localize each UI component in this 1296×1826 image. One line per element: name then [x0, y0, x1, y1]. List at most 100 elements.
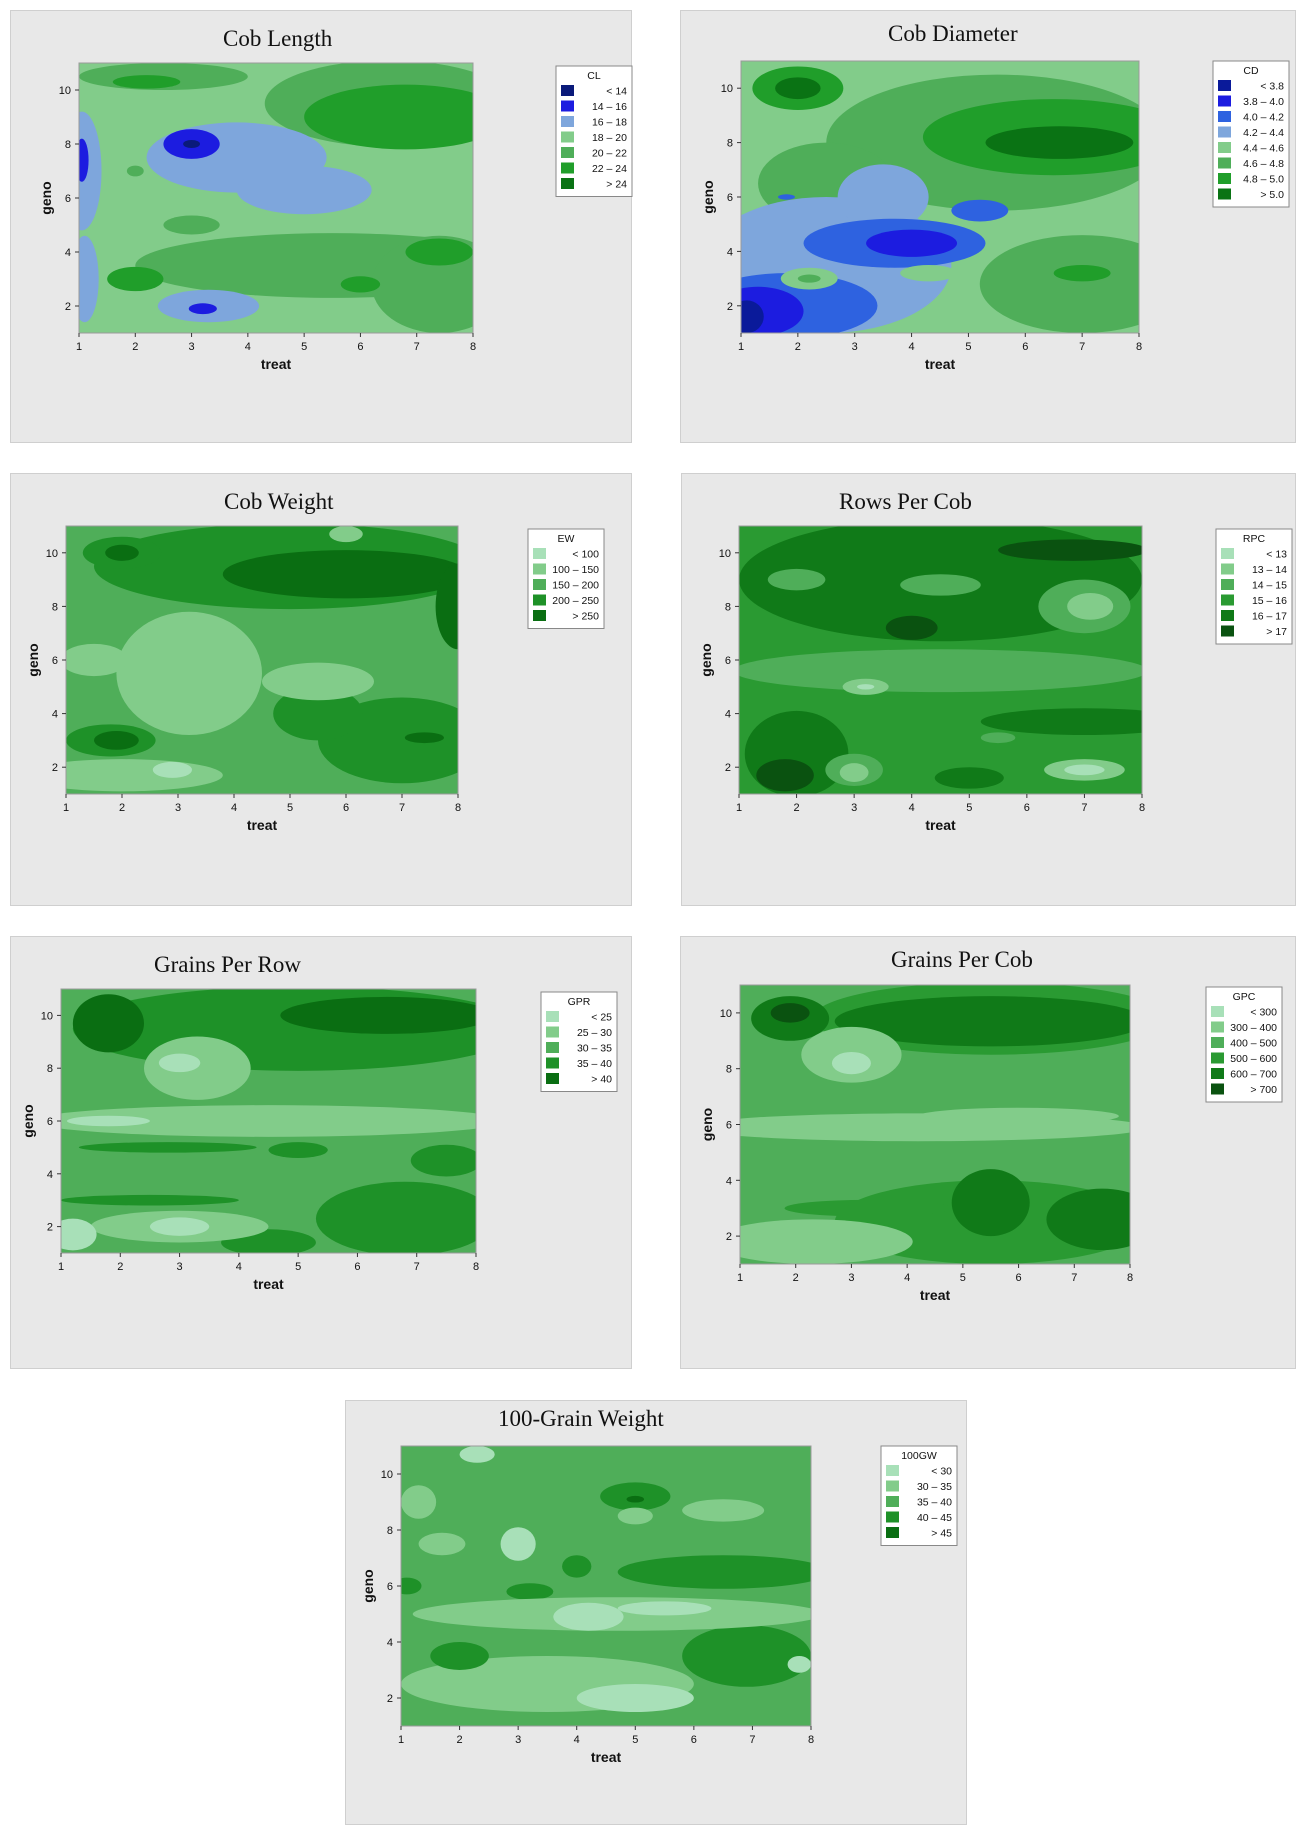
legend-label: 16 – 18	[592, 117, 627, 129]
contour-region	[951, 199, 1009, 222]
chart-title: Grains Per Cob	[891, 947, 1033, 972]
legend-swatch	[1221, 625, 1234, 637]
chart-panel-cl: Cob Length 1 2 3 4 5 6 7 8 2 4 6 8 10 treat geno CL < 14 1…	[10, 10, 633, 443]
legend-label: 40 – 45	[917, 1512, 952, 1524]
x-tick-label: 8	[473, 1261, 479, 1273]
x-tick-label: 3	[515, 1734, 521, 1746]
legend-swatch	[1218, 95, 1231, 107]
y-tick-label: 8	[52, 601, 58, 613]
chart-title: 100-Grain Weight	[498, 1406, 664, 1431]
legend-label: 150 – 200	[552, 580, 599, 592]
contour-plot-svg: Rows Per Cob 1 2 3 4 5 6 7 8 2 4 6 8 10 treat geno RPC< …	[698, 489, 1293, 833]
contour-region	[682, 1499, 765, 1522]
y-tick-label: 6	[52, 655, 58, 667]
contour-region	[617, 1601, 712, 1616]
x-tick-label: 4	[245, 341, 251, 353]
contour-region	[777, 194, 796, 200]
chart-title: Rows Per Cob	[839, 489, 972, 514]
legend-swatch	[1221, 563, 1234, 575]
legend-swatch	[561, 147, 574, 158]
x-tick-label: 4	[909, 802, 915, 814]
x-tick-label: 6	[354, 1261, 360, 1273]
legend-label: > 45	[931, 1528, 952, 1540]
legend-swatch	[533, 548, 546, 559]
legend-title: RPC	[1243, 533, 1266, 545]
x-tick-label: 2	[119, 802, 125, 814]
legend-title: EW	[558, 533, 575, 545]
contour-region	[126, 165, 144, 177]
y-tick-label: 8	[387, 1525, 393, 1537]
x-tick-label: 7	[414, 341, 420, 353]
y-tick-label: 4	[47, 1169, 53, 1181]
legend-swatch	[533, 579, 546, 590]
contour-region	[553, 1602, 624, 1631]
legend: CD< 3.8 3.8 – 4.0 4.0 – 4.2 4.2 – 4.4 4.4 – …	[1212, 60, 1290, 208]
contour-region	[740, 1219, 913, 1264]
legend-label: < 25	[591, 1012, 612, 1024]
x-tick-label: 1	[398, 1734, 404, 1746]
y-tick-label: 4	[727, 246, 733, 258]
legend-label: 16 – 17	[1252, 611, 1287, 623]
contour-region	[834, 996, 1130, 1047]
legend-label: < 13	[1266, 549, 1287, 561]
contour-region	[739, 649, 1142, 693]
x-tick-label: 4	[231, 802, 237, 814]
legend: 100GW < 30 30 – 35 35 – 40 40 – 45 > 45	[880, 1445, 958, 1546]
legend-label: 200 – 250	[552, 595, 599, 607]
contour-fill	[401, 1446, 811, 1726]
contour-region	[1064, 764, 1105, 776]
x-tick-label: 3	[177, 1261, 183, 1273]
legend-swatch	[1218, 188, 1231, 200]
x-axis-label: treat	[925, 356, 956, 372]
legend: CL < 14 14 – 16 16 – 18 18 – 20 20 – 22 22 – 2…	[555, 65, 633, 197]
legend-swatch	[1218, 157, 1231, 169]
contour-region	[66, 1115, 150, 1127]
contour-region	[885, 615, 938, 640]
y-tick-label: 4	[726, 1175, 732, 1187]
legend-swatch	[1211, 1021, 1224, 1033]
legend-swatch	[546, 1073, 559, 1084]
contour-region	[78, 1142, 257, 1153]
legend-label: < 3.8	[1260, 81, 1284, 93]
contour-region	[158, 1053, 201, 1073]
legend-swatch	[886, 1465, 899, 1476]
legend-label: 4.6 – 4.8	[1243, 158, 1284, 170]
contour-region	[775, 77, 821, 100]
legend-label: 100 – 150	[552, 564, 599, 576]
x-axis-label: treat	[253, 1276, 284, 1292]
legend-title: GPC	[1233, 991, 1256, 1003]
y-tick-label: 6	[65, 193, 71, 205]
contour-region	[149, 1217, 210, 1236]
contour-region	[576, 1684, 694, 1712]
legend-swatch	[546, 1057, 559, 1069]
contour-region	[682, 1625, 811, 1687]
chart-panel-ew: Cob Weight 1 2 3 4 5 6 7 8 2 4 6 8 10 treat geno EW < 100…	[10, 473, 632, 906]
y-tick-label: 4	[387, 1637, 393, 1649]
legend-swatch	[561, 85, 574, 96]
x-tick-label: 7	[414, 1261, 420, 1273]
x-tick-label: 3	[189, 341, 195, 353]
x-tick-label: 8	[1139, 802, 1145, 814]
chart-title: Cob Diameter	[888, 21, 1018, 46]
x-axis-label: treat	[261, 356, 292, 372]
x-tick-label: 5	[295, 1261, 301, 1273]
chart-title: Cob Weight	[224, 489, 334, 514]
y-tick-label: 4	[725, 709, 731, 721]
legend-label: < 100	[572, 549, 599, 561]
x-tick-label: 3	[848, 1272, 854, 1284]
contour-region	[787, 1656, 811, 1673]
contour-region	[94, 731, 139, 750]
legend-label: 15 – 16	[1252, 595, 1287, 607]
contour-region	[273, 686, 363, 741]
contour-region	[500, 1527, 536, 1561]
contour-region	[105, 544, 139, 561]
contour-region	[222, 550, 458, 599]
x-tick-label: 3	[175, 802, 181, 814]
x-tick-label: 1	[737, 1272, 743, 1284]
legend-swatch	[1218, 111, 1231, 122]
y-tick-label: 6	[47, 1116, 53, 1128]
x-axis-label: treat	[247, 817, 278, 833]
contour-plot-svg: Cob Diameter 1 2 3 4 5 6 7 8 2 4 6 8 10 treat geno CD< 3…	[700, 21, 1290, 372]
y-tick-label: 6	[725, 655, 731, 667]
x-tick-label: 1	[736, 802, 742, 814]
